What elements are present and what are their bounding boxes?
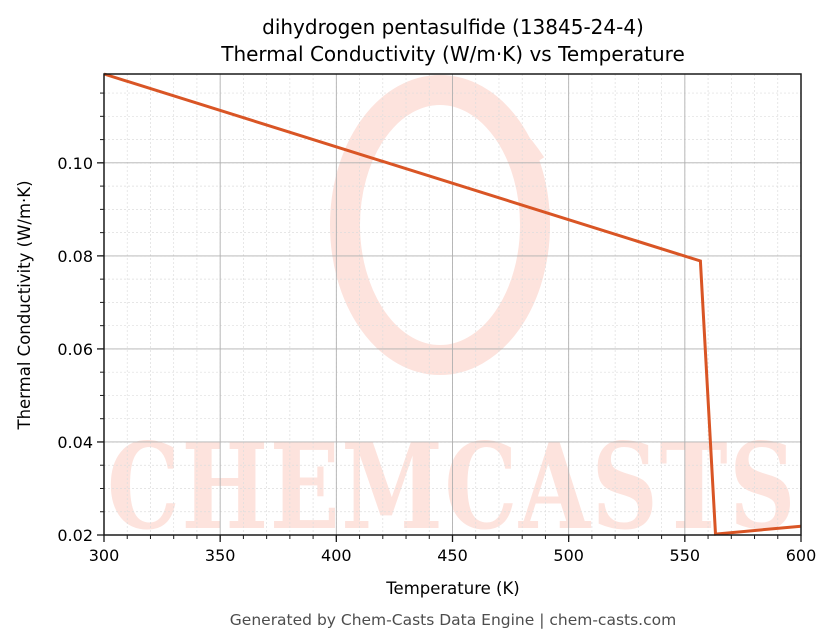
y-axis-ticks: 0.02 0.04 0.06 0.08 0.10 — [57, 92, 104, 545]
x-tick-label: 300 — [89, 546, 120, 565]
y-tick-label: 0.04 — [57, 433, 93, 452]
y-tick-label: 0.06 — [57, 340, 93, 359]
data-series — [103, 72, 802, 536]
y-tick-label: 0.08 — [57, 247, 93, 266]
x-tick-label: 550 — [670, 546, 701, 565]
x-tick-label: 600 — [786, 546, 817, 565]
plot-area: CHEMCASTS — [103, 72, 802, 556]
x-tick-label: 350 — [205, 546, 236, 565]
x-tick-label: 450 — [437, 546, 468, 565]
footer-credit: Generated by Chem-Casts Data Engine | ch… — [230, 611, 676, 629]
y-tick-label: 0.02 — [57, 526, 93, 545]
series-line — [103, 72, 802, 536]
x-axis-ticks: 300 350 400 450 500 550 600 — [89, 535, 817, 565]
watermark-text: CHEMCASTS — [107, 417, 797, 556]
watermark-logo: CHEMCASTS — [107, 75, 797, 556]
x-axis-label: Temperature (K) — [385, 579, 519, 598]
y-tick-label: 0.10 — [57, 154, 93, 173]
chart-title-line2: Thermal Conductivity (W/m·K) vs Temperat… — [220, 42, 685, 66]
x-tick-label: 500 — [553, 546, 584, 565]
x-tick-label: 400 — [321, 546, 352, 565]
y-axis-label: Thermal Conductivity (W/m·K) — [15, 180, 34, 430]
chart-title-line1: dihydrogen pentasulfide (13845-24-4) — [262, 15, 644, 39]
